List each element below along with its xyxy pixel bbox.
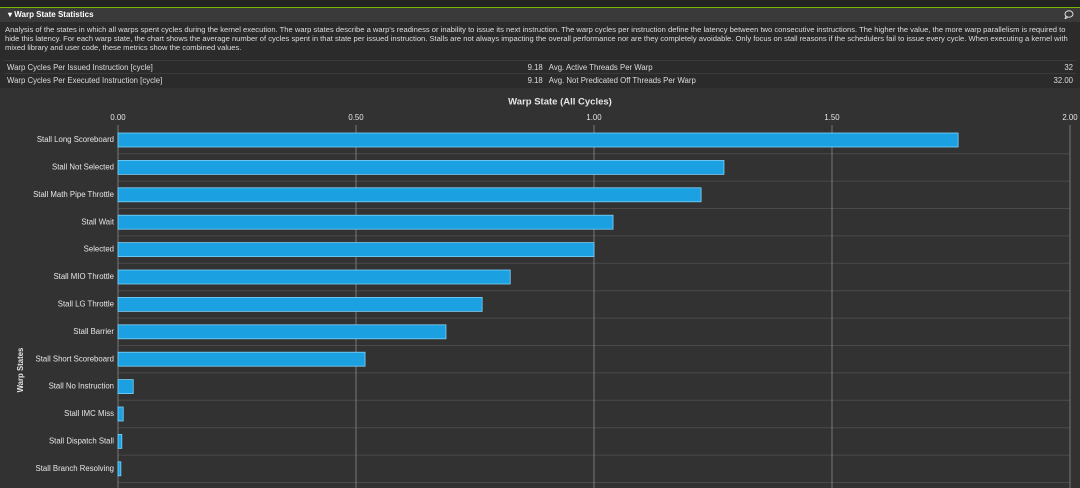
bar [117,296,483,312]
y-tick-label: Stall Short Scoreboard [36,354,114,363]
y-tick-label: Stall LG Throttle [58,299,114,308]
bar [117,379,134,395]
metric-cell: Warp Cycles Per Executed Instruction [cy… [4,73,483,86]
metric-cell: Avg. Active Threads Per Warp [545,60,1001,74]
bar [117,132,959,148]
chart: Warp State (All Cycles) Warp States 0.00… [0,88,1080,488]
bar [117,242,595,258]
x-tick-label: 1.50 [824,113,840,122]
comment-icon[interactable] [1064,10,1074,19]
section-description: Analysis of the states in which all warp… [5,25,1068,53]
y-tick-label: Stall MIO Throttle [53,272,114,281]
y-tick-label: Stall Math Pipe Throttle [33,190,114,199]
y-tick-label: Stall No Instruction [49,382,114,391]
section-title: Warp State Statistics [14,10,94,19]
metric-cell: 9.18 [482,60,546,74]
x-tick-label: 2.00 [1062,113,1078,122]
section-header[interactable]: ▾ Warp State Statistics [0,8,1080,22]
chart-background [0,88,1080,488]
metric-row: Warp Cycles Per Issued Instruction [cycl… [4,60,1076,74]
bar [117,351,366,367]
y-axis-title: Warp States [16,347,25,392]
metric-cell: Avg. Not Predicated Off Threads Per Warp [545,73,1001,86]
y-tick-label: Stall IMC Miss [64,409,114,418]
chart-title: Warp State (All Cycles) [508,97,612,108]
top-bar [0,0,1080,8]
bar [117,461,122,477]
y-tick-label: Stall Long Scoreboard [37,135,114,144]
bar [117,269,511,285]
metric-cell: Warp Cycles Per Issued Instruction [cycl… [4,60,483,74]
y-tick-label: Stall Barrier [73,327,114,336]
y-tick-label: Selected [84,245,114,254]
y-tick-label: Stall Wait [81,217,114,226]
bar [117,406,124,422]
x-tick-label: 0.00 [110,113,126,122]
metrics-table: Warp Cycles Per Issued Instruction [cycl… [4,60,1076,86]
x-tick-label: 1.00 [586,113,602,122]
x-tick-label: 0.50 [348,113,364,122]
y-tick-label: Stall Branch Resolving [36,464,114,473]
metric-cell: 32 [1000,60,1076,74]
metric-cell: 9.18 [482,73,546,86]
bar [117,324,447,340]
bar [117,187,702,203]
y-tick-label: Stall Dispatch Stall [49,436,114,445]
metric-cell: 32.00 [1000,73,1076,86]
bar [117,214,614,230]
metric-row: Warp Cycles Per Executed Instruction [cy… [4,73,1076,86]
bar [117,160,725,175]
y-tick-label: Stall Not Selected [52,162,114,171]
bar [117,433,123,449]
